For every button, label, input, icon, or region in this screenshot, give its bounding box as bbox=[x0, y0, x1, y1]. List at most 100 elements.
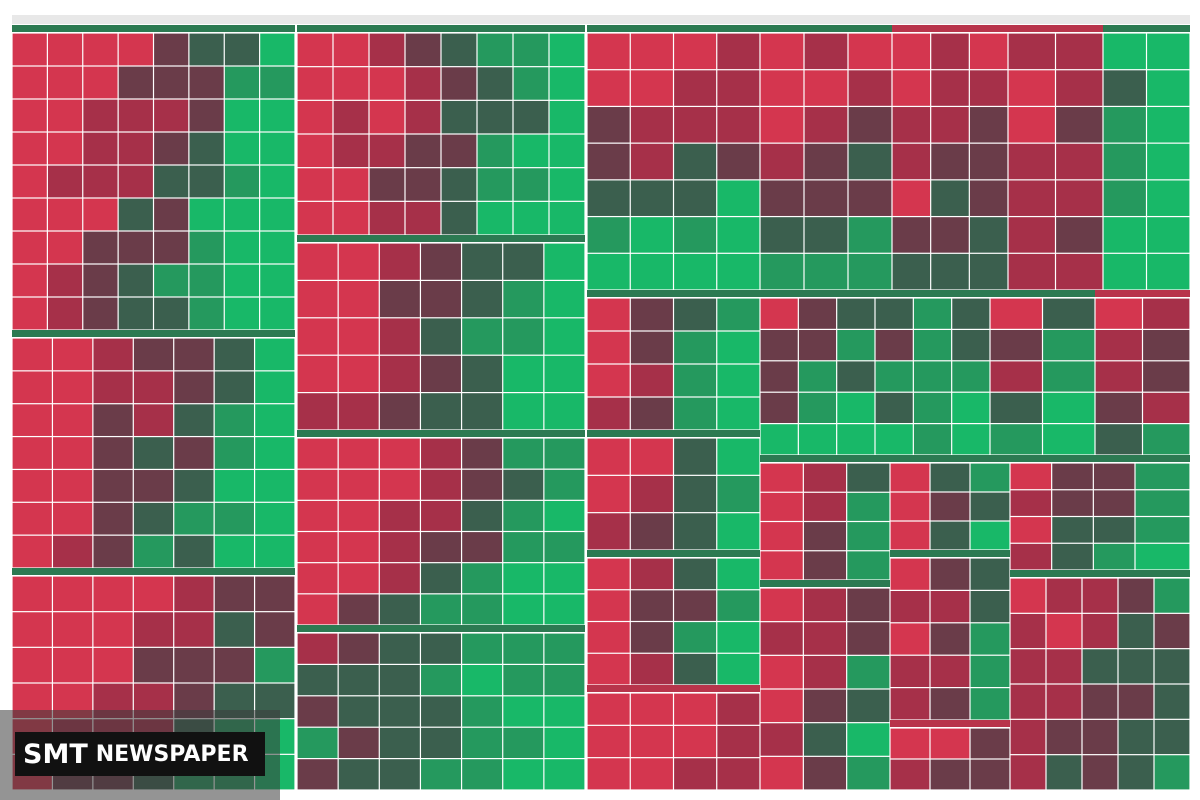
tile[interactable] bbox=[12, 198, 47, 231]
tile[interactable] bbox=[760, 588, 803, 622]
tile[interactable] bbox=[224, 33, 260, 66]
tile[interactable] bbox=[214, 404, 254, 436]
tile[interactable] bbox=[47, 66, 83, 99]
tile[interactable] bbox=[12, 404, 52, 436]
tile[interactable] bbox=[544, 393, 585, 430]
tile[interactable] bbox=[717, 217, 760, 253]
tile[interactable] bbox=[214, 371, 254, 404]
tile[interactable] bbox=[154, 99, 189, 132]
tile[interactable] bbox=[255, 612, 295, 647]
tile[interactable] bbox=[379, 594, 420, 625]
tile[interactable] bbox=[674, 653, 717, 685]
tile[interactable] bbox=[462, 532, 503, 563]
tile[interactable] bbox=[847, 622, 890, 655]
tile[interactable] bbox=[875, 392, 913, 423]
tile[interactable] bbox=[717, 397, 760, 430]
tile[interactable] bbox=[297, 33, 333, 67]
tile[interactable] bbox=[1082, 755, 1118, 790]
tile[interactable] bbox=[930, 521, 970, 550]
tile[interactable] bbox=[379, 633, 420, 664]
tile[interactable] bbox=[297, 134, 333, 168]
tile[interactable] bbox=[12, 66, 47, 99]
tile[interactable] bbox=[12, 99, 47, 132]
tile[interactable] bbox=[53, 502, 93, 535]
tile[interactable] bbox=[847, 723, 890, 756]
tile[interactable] bbox=[477, 67, 513, 100]
tile[interactable] bbox=[369, 168, 405, 201]
tile[interactable] bbox=[1147, 33, 1190, 70]
tile[interactable] bbox=[1052, 543, 1093, 570]
tile[interactable] bbox=[255, 371, 295, 404]
tile[interactable] bbox=[931, 253, 969, 290]
tile[interactable] bbox=[760, 723, 803, 756]
tile[interactable] bbox=[630, 253, 673, 290]
tile[interactable] bbox=[338, 696, 379, 727]
tile[interactable] bbox=[133, 338, 174, 371]
tile[interactable] bbox=[630, 758, 673, 790]
tile[interactable] bbox=[93, 612, 133, 647]
tile[interactable] bbox=[118, 66, 153, 99]
tile[interactable] bbox=[133, 371, 174, 404]
tile[interactable] bbox=[798, 361, 837, 392]
tile[interactable] bbox=[379, 696, 420, 727]
tile[interactable] bbox=[379, 759, 420, 790]
tile[interactable] bbox=[214, 612, 254, 647]
tile[interactable] bbox=[1008, 217, 1055, 253]
tile[interactable] bbox=[847, 588, 890, 622]
tile[interactable] bbox=[1143, 424, 1190, 455]
tile[interactable] bbox=[1147, 217, 1190, 253]
tile[interactable] bbox=[255, 338, 295, 371]
tile[interactable] bbox=[630, 107, 673, 143]
tile[interactable] bbox=[760, 622, 803, 655]
tile[interactable] bbox=[587, 758, 630, 790]
tile[interactable] bbox=[1056, 70, 1103, 106]
tile[interactable] bbox=[630, 725, 673, 758]
tile[interactable] bbox=[133, 502, 174, 535]
tile[interactable] bbox=[421, 594, 461, 625]
tile[interactable] bbox=[930, 591, 970, 623]
tile[interactable] bbox=[970, 759, 1010, 790]
tile[interactable] bbox=[970, 591, 1010, 623]
tile[interactable] bbox=[549, 134, 585, 168]
tile[interactable] bbox=[1093, 490, 1135, 516]
tile[interactable] bbox=[421, 532, 461, 563]
tile[interactable] bbox=[630, 438, 673, 475]
tile[interactable] bbox=[462, 727, 503, 758]
tile[interactable] bbox=[544, 532, 585, 563]
tile[interactable] bbox=[674, 475, 717, 513]
tile[interactable] bbox=[189, 66, 224, 99]
tile[interactable] bbox=[969, 143, 1008, 180]
tile[interactable] bbox=[1093, 517, 1135, 543]
tile[interactable] bbox=[587, 253, 630, 290]
tile[interactable] bbox=[12, 535, 52, 568]
tile[interactable] bbox=[848, 107, 892, 143]
tile[interactable] bbox=[1056, 107, 1103, 143]
tile[interactable] bbox=[441, 201, 477, 235]
tile[interactable] bbox=[717, 725, 760, 758]
tile[interactable] bbox=[674, 364, 717, 397]
tile[interactable] bbox=[12, 33, 47, 66]
tile[interactable] bbox=[47, 33, 83, 66]
tile[interactable] bbox=[1103, 217, 1146, 253]
tile[interactable] bbox=[1010, 490, 1052, 516]
tile[interactable] bbox=[717, 364, 760, 397]
tile[interactable] bbox=[930, 655, 970, 687]
tile[interactable] bbox=[837, 298, 875, 329]
tile[interactable] bbox=[892, 180, 931, 216]
tile[interactable] bbox=[260, 231, 295, 264]
tile[interactable] bbox=[952, 361, 990, 392]
tile[interactable] bbox=[1143, 298, 1190, 329]
tile[interactable] bbox=[674, 107, 717, 143]
tile[interactable] bbox=[462, 665, 503, 696]
tile[interactable] bbox=[12, 576, 52, 612]
tile[interactable] bbox=[421, 243, 461, 280]
tile[interactable] bbox=[47, 264, 83, 297]
tile[interactable] bbox=[421, 696, 461, 727]
tile[interactable] bbox=[970, 521, 1010, 550]
tile[interactable] bbox=[549, 67, 585, 100]
tile[interactable] bbox=[587, 143, 630, 180]
tile[interactable] bbox=[503, 665, 544, 696]
tile[interactable] bbox=[47, 165, 83, 198]
tile[interactable] bbox=[1143, 392, 1190, 423]
tile[interactable] bbox=[760, 253, 804, 290]
